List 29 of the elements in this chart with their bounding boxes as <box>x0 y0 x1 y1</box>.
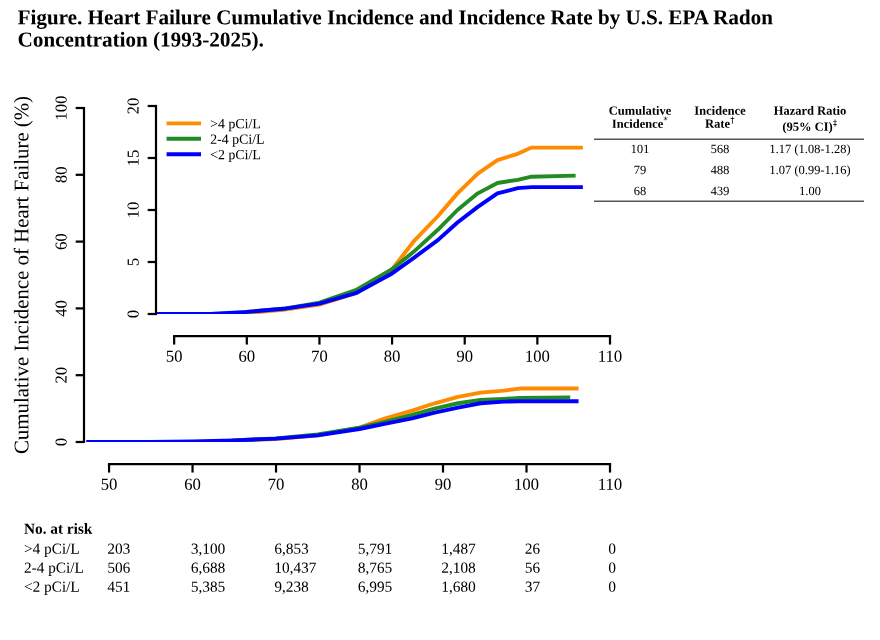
x-tick-label: 100 <box>526 350 550 362</box>
x-tick-label: 80 <box>384 350 400 362</box>
y-tick-label: 20 <box>127 98 139 114</box>
y-tick-label: 100 <box>55 96 67 120</box>
line-series <box>86 399 579 442</box>
x-tick-label: 90 <box>435 478 451 490</box>
chart-title: Figure. Heart Failure Cumulative Incidence and Incidence Rate by U.S. EPA Radon Concentration (1993-2025). <box>17 9 773 51</box>
y-tick-label: 10 <box>127 202 139 217</box>
y-tick-label: 5 <box>127 258 139 266</box>
x-tick-label: 100 <box>515 478 539 490</box>
x-tick-label: 70 <box>312 350 328 362</box>
y-tick-label: 0 <box>127 310 139 318</box>
x-tick-label: 60 <box>184 478 201 490</box>
x-tick-label: 80 <box>351 478 368 490</box>
x-tick-label: 110 <box>599 478 622 490</box>
y-tick-label: 40 <box>55 300 67 317</box>
x-tick-label: 70 <box>268 478 284 490</box>
x-tick-label: 60 <box>239 350 255 362</box>
line-series <box>156 185 583 314</box>
y-tick-label: 80 <box>55 167 67 183</box>
x-tick-label: 90 <box>456 350 473 362</box>
y-axis-title: Cumulative Incidence of Heart Failure (%) <box>13 96 33 454</box>
y-tick-label: 60 <box>55 233 67 250</box>
y-tick-label: 15 <box>127 150 139 165</box>
y-tick-label: 0 <box>55 438 67 446</box>
x-tick-label: 110 <box>599 350 622 362</box>
x-tick-label: 50 <box>101 478 117 490</box>
x-tick-label: 50 <box>166 350 182 362</box>
y-tick-label: 20 <box>55 367 67 383</box>
